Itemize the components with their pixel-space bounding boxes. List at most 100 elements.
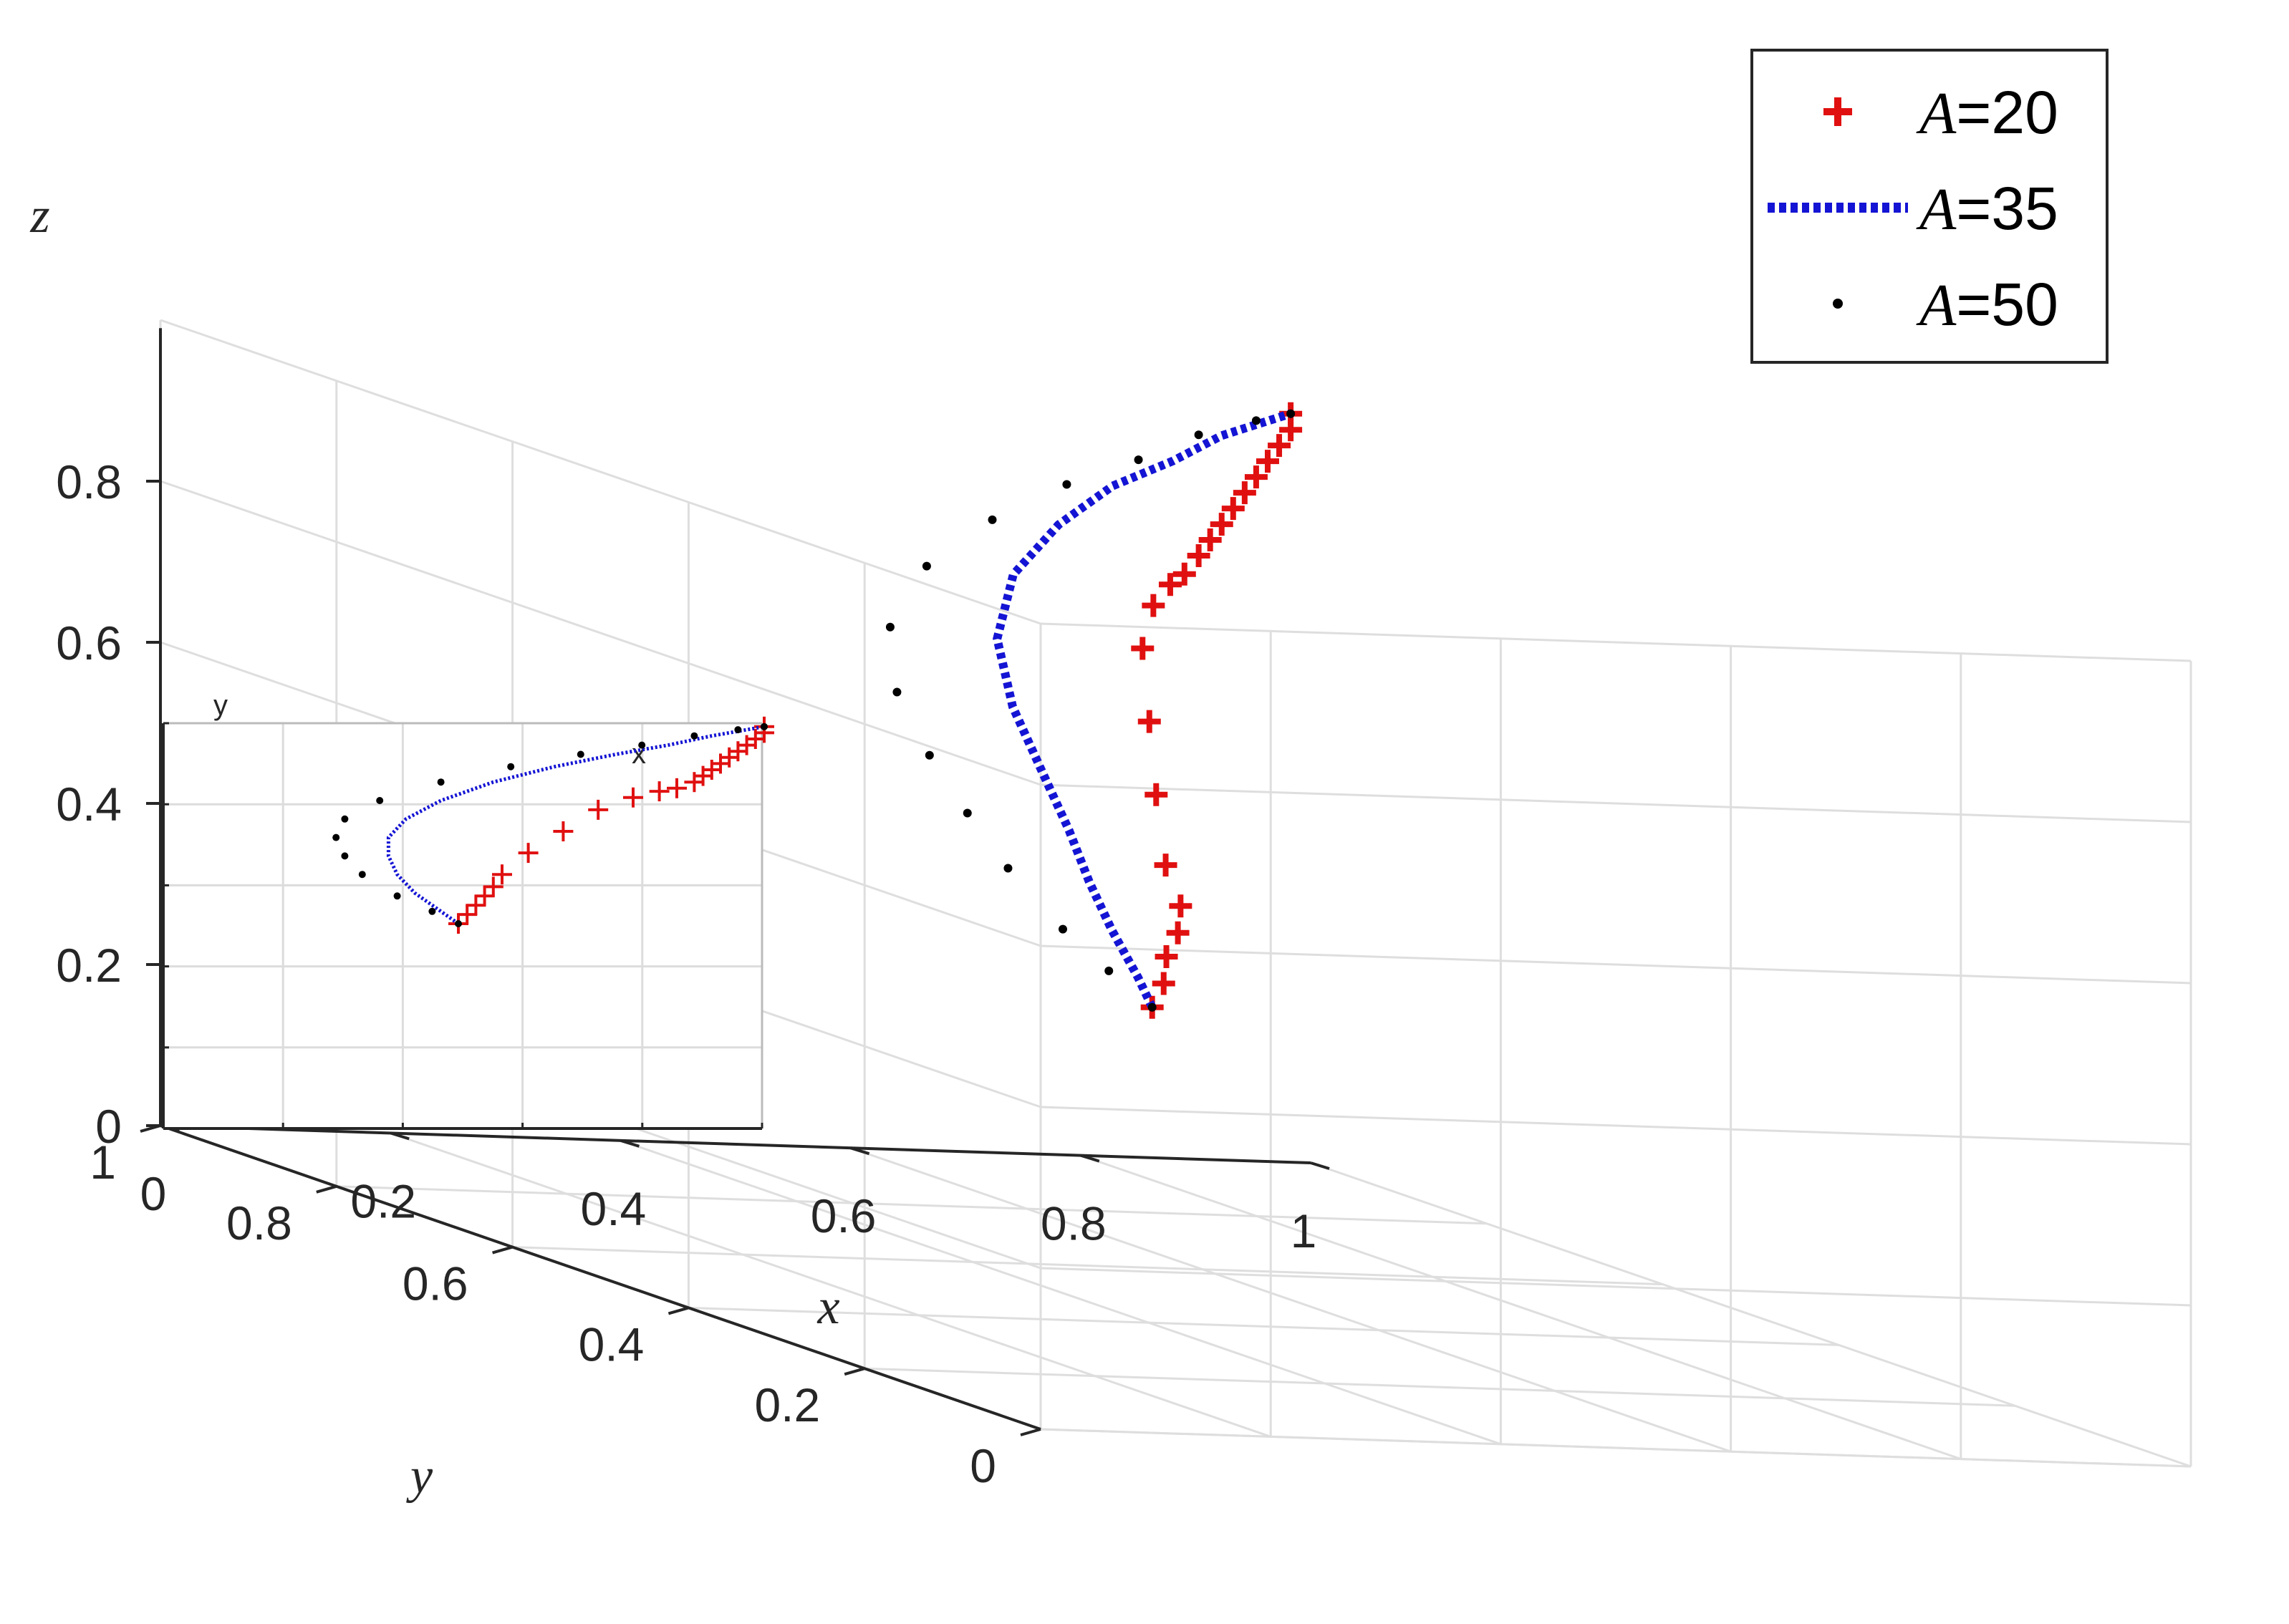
grid-floor-y [512,1246,1663,1286]
legend-variable: A [1916,272,1957,339]
inset-data-point [341,852,349,860]
legend-label: A=20 [1916,79,2058,147]
inset-series-A-50 [332,722,768,927]
data-point [1221,497,1245,521]
y-tick [1020,1428,1041,1436]
data-series [885,402,1303,1019]
x-tick-label: 0.8 [1041,1197,1107,1250]
data-point [1062,480,1071,489]
inset-data-point [734,726,742,734]
x-tick-label: 0.6 [811,1189,877,1242]
z-tick-label: 0.8 [56,455,122,508]
data-point [885,622,895,632]
inset-data-point [553,821,574,841]
grid-back-z [1040,622,2192,662]
inset-data-point [507,763,515,770]
inset-data-point [667,778,687,798]
grid-floor-x [850,1146,1732,1453]
data-point [1166,921,1190,944]
x-tick [1310,1161,1330,1170]
z-tick-label: 0.6 [56,617,122,670]
legend-entry: A=35 [1768,175,2058,243]
y-axis-label: y [406,1449,433,1504]
z-tick-label: 0.2 [56,939,122,992]
top-view-inset: yx [162,690,774,1130]
y-tick [316,1184,337,1194]
inset-data-point [457,904,478,925]
grid-back-z [1040,1267,2192,1307]
inset-data-point [638,741,646,749]
inset-data-point [393,892,401,900]
data-point [892,687,902,697]
x-tick [620,1139,640,1148]
x-tick-label: 1 [1291,1204,1317,1257]
grid-left-z [160,480,1041,786]
legend-box [1750,49,2109,364]
x-axis-label: x [816,1280,839,1335]
data-point [988,515,997,524]
inset-data-point [492,864,512,885]
inset-data-point [358,871,366,879]
data-point [1147,1002,1157,1012]
legend-value: =50 [1956,271,2058,338]
inset-data-point [341,815,349,823]
inset-data-point [332,833,340,841]
grid-floor-x [1310,1161,2192,1468]
x-tick [850,1146,870,1156]
data-point [1286,409,1296,418]
x-tick-label: 0 [140,1167,167,1220]
legend-entry: A=50 [1833,271,2058,339]
grid-back-z [1040,1428,2192,1468]
y-tick-label: 0.6 [403,1257,468,1310]
data-point [1003,864,1013,873]
grid-back-z [1040,1106,2192,1146]
grid-floor-x [1080,1154,1962,1461]
data-point [1152,972,1175,995]
grid-back-z [1040,783,2192,823]
data-point [963,808,972,818]
series-A-50 [885,409,1296,1012]
legend-value: =35 [1956,175,2058,242]
y-tick [492,1245,514,1255]
inset-data-point [690,732,698,740]
data-point [1244,465,1268,489]
data-point [1158,573,1182,596]
inset-data-point [474,886,495,907]
grid-back-z [1040,944,2192,985]
x-tick [390,1131,410,1141]
inset-series-line [386,725,765,926]
data-point [1251,416,1261,425]
data-point [1268,434,1291,458]
data-point [1155,945,1178,968]
data-point [1154,854,1177,877]
data-point [1256,450,1279,473]
legend-variable: A [1916,80,1957,147]
inset-data-point [649,781,670,802]
data-point [1137,710,1161,733]
z-tick-label: 0 [95,1100,122,1153]
z-axis-label: z [29,188,49,243]
y-tick-label: 0 [970,1439,996,1492]
axes: 0 0.2 0.4 0.6 0.8 100.20.40.60.8100.20.40.60.… [29,188,1330,1504]
x-axis-line [160,1124,1311,1164]
y-tick [668,1306,689,1315]
data-point [1131,637,1155,660]
y-tick [844,1367,865,1376]
grid-left-z [160,319,1041,625]
series-A-20 [1131,402,1303,1019]
grid-floor-x [390,1131,1271,1438]
x-tick-label: 0.4 [581,1182,647,1235]
data-point [1169,894,1192,918]
x-tick [1080,1154,1100,1163]
series-A-35 [993,409,1292,1010]
grid-floor-y [336,1185,1487,1225]
inset-data-point [483,876,503,897]
legend-label: A=50 [1916,271,2058,339]
y-axis-line [160,1124,1041,1431]
inset-data-point [623,787,643,808]
data-point [1210,513,1233,536]
x-tick-label: 0.2 [350,1174,416,1227]
inset-background [163,723,762,1128]
z-tick-label: 0.4 [56,778,122,831]
